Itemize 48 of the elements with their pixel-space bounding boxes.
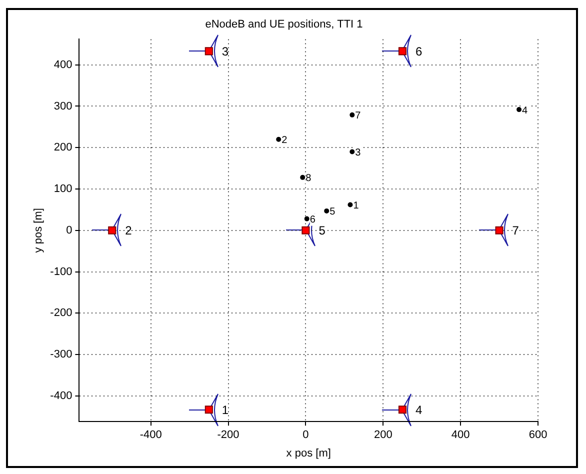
x-tick-label: 600 [528,429,548,442]
point [108,226,116,234]
point [350,112,355,118]
y-tick-label: 100 [54,183,72,196]
annotation: 7 [512,224,520,238]
point [398,406,407,414]
annotation: 2 [282,135,288,146]
point [516,107,522,112]
y-tick-label: -200 [50,307,72,320]
y-tick-label: -300 [50,348,72,361]
annotation: 5 [330,206,336,218]
point [495,226,504,234]
point [276,136,282,142]
y-tick-label: 400 [54,58,72,71]
point [204,406,213,414]
annotation: 1 [222,402,229,417]
point [350,149,355,154]
annotation: 4 [415,402,422,417]
point [204,47,213,56]
point [304,216,310,222]
annotation: 5 [318,224,326,238]
x-tick-label: -400 [140,429,162,442]
annotation: 2 [125,224,132,238]
y-tick-label: 300 [54,100,72,112]
annotation: 8 [306,173,312,184]
annotation: 3 [222,44,229,59]
x-tick-label: -200 [217,429,240,442]
x-tick-label: 400 [451,429,470,442]
point [348,202,353,208]
y-tick-label: 0 [66,224,72,236]
annotation: 7 [355,110,362,122]
y-axis-title: y pos [m] [32,208,45,253]
y-tick-label: -400 [50,390,72,402]
x-tick-label: 200 [374,429,392,442]
point [324,208,330,214]
x-axis-title: x pos [m] [286,447,331,460]
chart-title: eNodeB and UE positions, TTI 1 [205,18,363,31]
annotation: 6 [310,214,316,226]
annotation: 1 [353,200,360,212]
annotation: 6 [415,44,422,59]
y-tick-label: 200 [54,142,72,154]
point [302,226,310,234]
annotation: 4 [522,105,528,116]
point [300,174,306,180]
y-tick-label: -100 [50,266,72,278]
annotation: 3 [355,148,362,159]
x-tick-label: 0 [302,429,309,442]
point [398,47,407,56]
